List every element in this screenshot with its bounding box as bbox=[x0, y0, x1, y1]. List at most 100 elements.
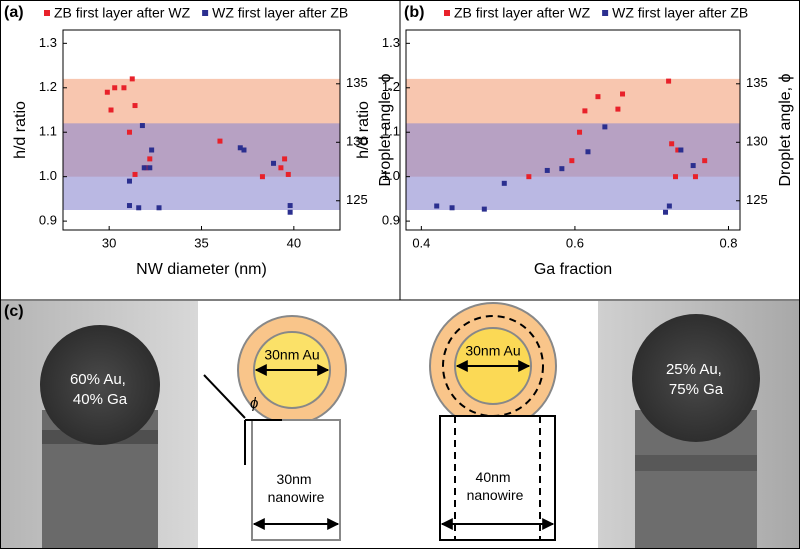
wire-label: 30nm nanowire bbox=[268, 471, 325, 505]
point bbox=[108, 107, 114, 113]
point bbox=[526, 174, 532, 180]
point bbox=[673, 174, 679, 180]
right-diagram: 30nm Au 40nm nanowire bbox=[429, 302, 557, 541]
x-tick-label: 0.6 bbox=[566, 235, 584, 250]
chart: 0.9 1.0 1.1 1.2 1.3 125 130 135 30 35 40 NW diamete… bbox=[4, 4, 394, 278]
point bbox=[147, 156, 153, 162]
wire-label: 40nm nanowire bbox=[467, 469, 524, 503]
point bbox=[620, 91, 626, 97]
plot-frame bbox=[405, 29, 741, 231]
legend-label: ZB first layer after WZ bbox=[454, 5, 591, 21]
legend-swatch bbox=[202, 10, 209, 16]
point bbox=[149, 147, 155, 153]
point bbox=[126, 178, 132, 184]
legend-label: WZ first layer after ZB bbox=[612, 5, 748, 21]
chart: 0.9 1.0 1.1 1.2 1.3 125 130 135 0.4 0.6 0.8 Ga frac… bbox=[355, 4, 794, 278]
point bbox=[434, 203, 440, 209]
point bbox=[139, 123, 145, 129]
y2-axis-label: Droplet angle, ϕ bbox=[777, 73, 794, 186]
x-axis-label: NW diameter (nm) bbox=[136, 261, 267, 278]
x-tick-label: 40 bbox=[287, 235, 301, 250]
point bbox=[692, 174, 698, 180]
point bbox=[282, 156, 288, 162]
y2-tick-label: 125 bbox=[746, 192, 768, 207]
y2-tick-label: 130 bbox=[346, 134, 368, 149]
point bbox=[132, 171, 138, 177]
y-axis-label: h/d ratio bbox=[355, 101, 372, 159]
point bbox=[132, 103, 138, 109]
point bbox=[669, 141, 675, 147]
legend-swatch bbox=[44, 10, 50, 16]
y-tick-label: 0.9 bbox=[39, 213, 57, 228]
point bbox=[141, 165, 147, 171]
point bbox=[602, 124, 608, 130]
point bbox=[121, 85, 127, 91]
label-line: nanowire bbox=[467, 487, 524, 503]
shaded-range bbox=[406, 123, 740, 210]
point bbox=[675, 147, 681, 153]
panel-label: (a) bbox=[4, 4, 24, 21]
point bbox=[544, 167, 550, 173]
point bbox=[569, 158, 575, 164]
x-axis-label: Ga fraction bbox=[534, 261, 612, 278]
x-tick-label: 35 bbox=[194, 235, 208, 250]
panel-label: (c) bbox=[4, 303, 24, 320]
point bbox=[481, 206, 487, 212]
point bbox=[129, 76, 135, 82]
point bbox=[666, 203, 672, 209]
point bbox=[278, 165, 284, 171]
point bbox=[663, 209, 669, 215]
point bbox=[702, 158, 708, 164]
shaded-range bbox=[63, 123, 340, 210]
label-line: 60% Au, bbox=[70, 371, 126, 388]
point bbox=[271, 160, 277, 166]
y-tick-label: 1.3 bbox=[39, 35, 57, 50]
right-photo: 25% Au, 75% Ga bbox=[598, 301, 799, 548]
legend-label: ZB first layer after WZ bbox=[54, 5, 191, 21]
y-tick-label: 1.1 bbox=[382, 124, 400, 139]
x-tick-label: 0.4 bbox=[412, 235, 430, 250]
point bbox=[156, 205, 162, 211]
point bbox=[287, 209, 293, 215]
y-tick-label: 1.3 bbox=[382, 35, 400, 50]
point bbox=[678, 147, 684, 153]
point bbox=[237, 145, 243, 151]
label-line: 30nm bbox=[277, 471, 312, 487]
point bbox=[126, 129, 132, 135]
photo-label: 60% Au, 40% Ga bbox=[70, 371, 130, 408]
point bbox=[112, 85, 118, 91]
point bbox=[147, 165, 153, 171]
point bbox=[241, 147, 247, 153]
point bbox=[595, 94, 601, 100]
legend-swatch bbox=[444, 10, 450, 16]
y-tick-label: 1.1 bbox=[39, 124, 57, 139]
point bbox=[285, 171, 291, 177]
point bbox=[217, 138, 223, 144]
point bbox=[577, 129, 583, 135]
x-tick-label: 0.8 bbox=[719, 235, 737, 250]
label-line: 75% Ga bbox=[669, 381, 724, 398]
y2-tick-label: 130 bbox=[746, 134, 768, 149]
point bbox=[582, 108, 588, 114]
label-line: 40% Ga bbox=[73, 391, 128, 408]
y-tick-label: 1.2 bbox=[382, 79, 400, 94]
point bbox=[559, 166, 565, 172]
y-tick-label: 1.0 bbox=[382, 168, 400, 183]
label-line: 25% Au, bbox=[666, 361, 722, 378]
left-photo: 60% Au, 40% Ga bbox=[1, 301, 198, 548]
point bbox=[126, 203, 132, 209]
point bbox=[615, 106, 621, 112]
point bbox=[104, 89, 110, 95]
angle-label: ϕ bbox=[250, 395, 258, 412]
point bbox=[287, 203, 293, 209]
droplet-label: 30nm Au bbox=[264, 347, 319, 363]
droplet-label: 30nm Au bbox=[465, 343, 520, 359]
point bbox=[585, 149, 591, 155]
photo-label: 25% Au, 75% Ga bbox=[666, 361, 726, 398]
left-diagram: 30nm Au ϕ 30nm nanowire bbox=[203, 315, 347, 541]
x-tick-label: 30 bbox=[102, 235, 116, 250]
point bbox=[136, 205, 142, 211]
y2-axis-label: Droplet angle, ϕ bbox=[377, 73, 394, 186]
y2-tick-label: 135 bbox=[346, 75, 368, 90]
point bbox=[666, 78, 672, 84]
